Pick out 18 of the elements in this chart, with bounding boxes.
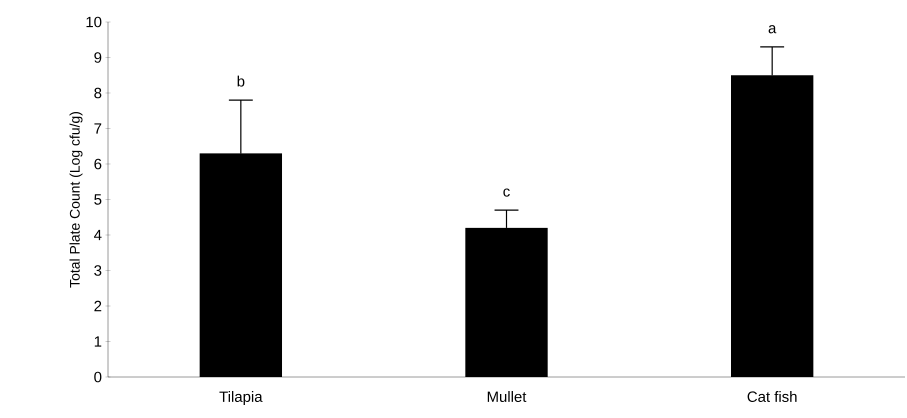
y-tick-label: 6 <box>94 158 102 170</box>
y-tick-label: 1 <box>94 336 102 347</box>
x-tick-label: Mullet <box>488 391 526 402</box>
y-tick-label: 2 <box>94 300 102 312</box>
x-tick-label: Cat fish <box>748 391 797 402</box>
y-axis-title: Total Plate Count (Log cfu/g) <box>70 112 83 288</box>
y-tick-label: 3 <box>94 265 102 276</box>
y-tick-label: 8 <box>94 88 102 98</box>
annotation: c <box>503 188 510 197</box>
annotation: a <box>768 25 776 34</box>
y-tick-label: 0 <box>94 372 102 382</box>
y-tick-label: 5 <box>94 194 102 205</box>
y-tick-label: 9 <box>94 52 102 63</box>
x-tick-label: Tilapia <box>219 391 263 405</box>
y-tick-label: 7 <box>94 123 102 134</box>
y-tick-label: 4 <box>94 230 102 240</box>
y-tick-label: 10 <box>86 16 102 28</box>
annotation: b <box>238 76 244 87</box>
